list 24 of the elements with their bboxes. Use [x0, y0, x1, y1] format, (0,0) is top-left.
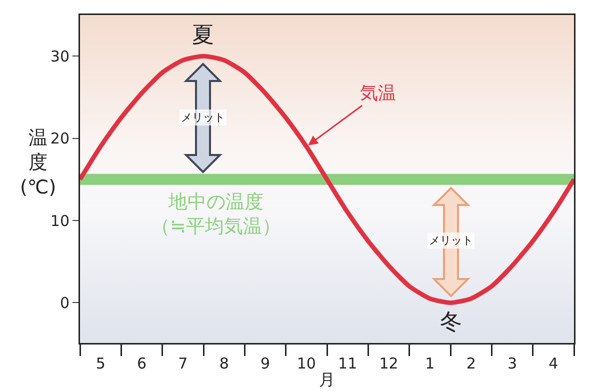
annotation: 冬: [440, 310, 462, 335]
y-tick-label: 0: [60, 294, 70, 312]
ref-line-label: 地中の温度（≒平均気温）: [151, 191, 281, 238]
annotation: 夏: [192, 23, 214, 48]
y-tick-label: 20: [50, 130, 70, 148]
x-tick-label: 6: [136, 354, 147, 372]
y-tick-label: 10: [50, 212, 70, 230]
x-tick-label: 5: [96, 354, 106, 372]
x-tick-label: 11: [338, 354, 358, 372]
line-series: [80, 54, 574, 305]
annotation: メリット: [429, 234, 473, 247]
x-tick-label: 8: [219, 354, 229, 372]
annotation: メリット: [181, 111, 225, 124]
x-tick-label: 2: [466, 354, 476, 372]
y-tick-label: 30: [50, 47, 70, 66]
x-tick-label: 3: [507, 354, 518, 372]
x-tick-label: 12: [379, 354, 398, 372]
x-tick-label: 9: [260, 354, 270, 372]
x-tick-label: 10: [296, 354, 316, 372]
annotation: 気温: [360, 83, 396, 104]
x-tick-label: 1: [425, 354, 435, 372]
x-axis-title: 月: [319, 370, 335, 389]
x-tick-label: 7: [178, 354, 188, 372]
x-tick-label: 4: [548, 354, 558, 372]
